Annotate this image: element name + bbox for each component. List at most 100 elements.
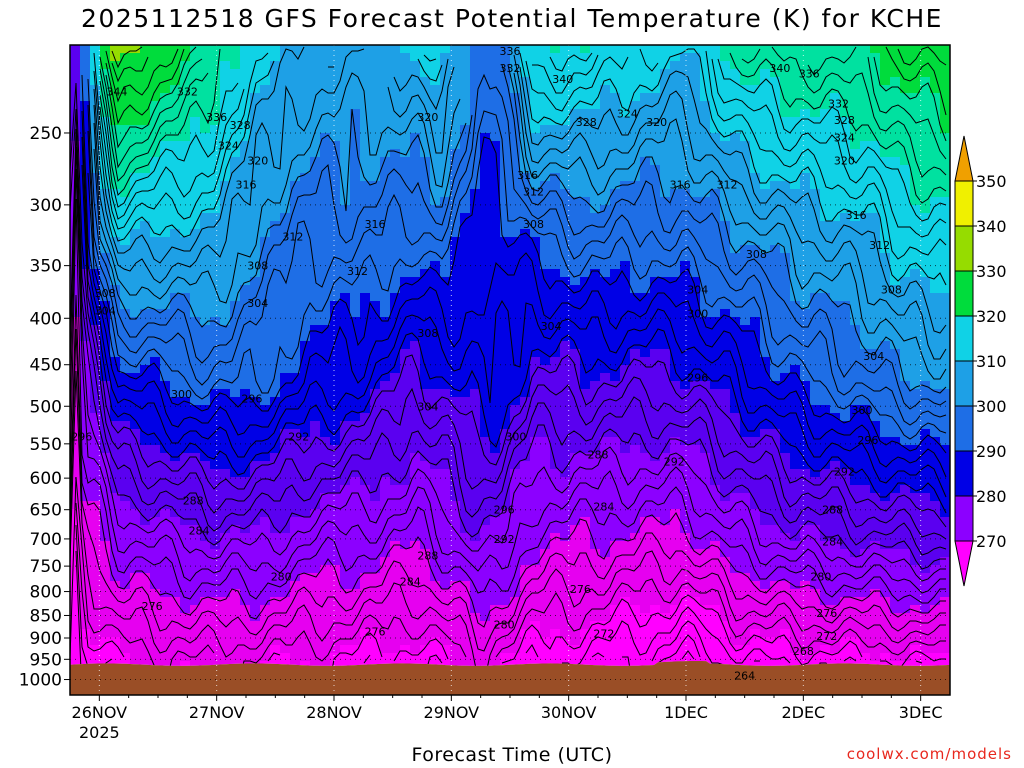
contour-label: 340 <box>552 73 573 86</box>
colorbar-segment <box>954 360 974 407</box>
contour-label: 300 <box>687 307 708 320</box>
site-credit: coolwx.com/models <box>846 745 1012 763</box>
contour-label: 312 <box>869 239 890 252</box>
contour-label: 308 <box>746 248 767 261</box>
contour-label: 304 <box>541 320 562 333</box>
contour-label: 276 <box>365 625 386 638</box>
colorbar-segment <box>954 270 974 317</box>
contour-label: 304 <box>863 350 884 363</box>
contour-line <box>81 136 947 514</box>
contour-line <box>70 82 947 540</box>
contour-label: 312 <box>282 230 303 243</box>
contour-line <box>81 110 947 498</box>
contour-label: 288 <box>588 448 609 461</box>
contour-label: 320 <box>646 116 667 129</box>
contour-label: 340 <box>769 62 790 75</box>
colorbar-segment <box>954 225 974 272</box>
x-tick-label: 27NOV <box>189 703 245 722</box>
contour-label: 324 <box>834 132 855 145</box>
contour-label: 328 <box>576 116 597 129</box>
contour-label: 308 <box>523 218 544 231</box>
contour-line <box>70 476 946 666</box>
y-tick-label: 700 <box>30 530 62 550</box>
y-tick-label: 500 <box>30 397 62 417</box>
contour-label: 320 <box>834 154 855 167</box>
contour-label: 332 <box>828 98 849 111</box>
contour-label: 292 <box>288 431 309 444</box>
contour-label: 292 <box>834 466 855 479</box>
contour-label: 312 <box>523 185 544 198</box>
y-tick-label: 650 <box>30 501 62 521</box>
y-tick-label: 300 <box>30 196 62 216</box>
contour-line <box>81 164 947 528</box>
contour-label: 284 <box>593 501 614 514</box>
contour-label: 312 <box>717 179 738 192</box>
contour-line <box>70 198 946 604</box>
x-tick-label: 2DEC <box>781 703 825 722</box>
contour-line <box>70 328 946 652</box>
colorbar-segment <box>954 405 974 452</box>
y-tick-label: 850 <box>30 606 62 626</box>
contour-label: 272 <box>593 628 614 641</box>
y-tick-label: 950 <box>30 650 62 670</box>
colorbar-label: 320 <box>976 307 1007 326</box>
contour-label: 280 <box>810 570 831 583</box>
surface-terrain <box>70 661 950 695</box>
colorbar-label: 310 <box>976 352 1007 371</box>
contour-label: 336 <box>799 68 820 81</box>
contour-label: 284 <box>189 524 210 537</box>
contour-line <box>105 46 947 149</box>
y-tick-label: 600 <box>30 469 62 489</box>
colorbar-label: 350 <box>976 172 1007 191</box>
contour-label: 312 <box>347 265 368 278</box>
contour-lines <box>70 46 947 666</box>
contour-line <box>99 48 947 204</box>
contour-label: 276 <box>142 600 163 613</box>
contour-label: 288 <box>822 504 843 517</box>
y-tick-label: 250 <box>30 124 62 144</box>
contour-line <box>70 370 946 666</box>
surface-terrain-fill <box>70 661 950 695</box>
contour-label: 284 <box>400 576 421 589</box>
temperature-bands <box>70 45 950 666</box>
y-tick-label: 1000 <box>19 671 62 691</box>
contour-line <box>99 46 947 183</box>
contour-label: 308 <box>881 284 902 297</box>
contour-line <box>111 46 143 69</box>
contour-label: 328 <box>834 114 855 127</box>
colorbar-label: 270 <box>976 532 1007 551</box>
contour-line <box>70 128 946 570</box>
contour-label: 332 <box>177 85 198 98</box>
contour-line <box>75 524 923 666</box>
contour-line <box>93 72 947 380</box>
contour-label: 300 <box>505 431 526 444</box>
contour-label: 320 <box>247 154 268 167</box>
x-tick-label: 3DEC <box>899 703 943 722</box>
colorbar-label: 330 <box>976 262 1007 281</box>
contour-line <box>99 52 947 222</box>
contour-label: 308 <box>417 327 438 340</box>
contour-label: 292 <box>494 533 515 546</box>
contour-label: 316 <box>846 209 867 222</box>
x-tick-label: 28NOV <box>306 703 362 722</box>
contour-label: 272 <box>816 630 837 643</box>
colorbar-segment <box>954 180 974 227</box>
contour-line <box>105 46 947 103</box>
y-tick-label: 350 <box>30 257 62 277</box>
y-tick-label: 550 <box>30 435 62 455</box>
contour-label: 288 <box>183 494 204 507</box>
contour-line <box>75 550 760 666</box>
contour-label: 336 <box>500 45 521 58</box>
contour-line <box>70 108 947 556</box>
contour-label: 316 <box>365 218 386 231</box>
x-tick-label: 30NOV <box>541 703 597 722</box>
colorbar: 350 340 330 320 310 300 290 280 270 <box>954 135 1007 587</box>
gridlines <box>70 45 950 695</box>
colorbar-segment <box>954 495 974 542</box>
contour-line <box>99 54 947 238</box>
x-axis-label: Forecast Time (UTC) <box>411 744 613 766</box>
colorbar-label: 280 <box>976 487 1007 506</box>
contour-label: 268 <box>793 645 814 658</box>
